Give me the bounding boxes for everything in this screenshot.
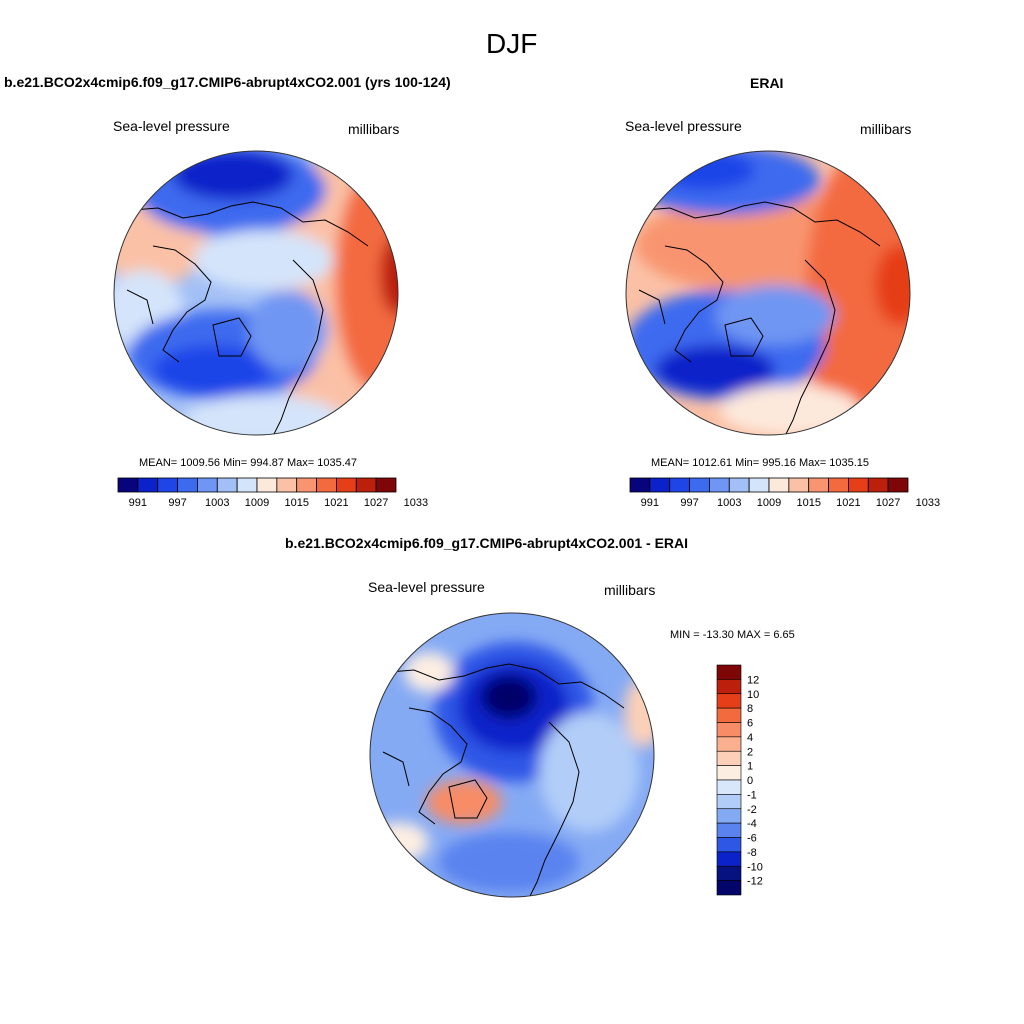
diff-colorbar-swatch (716, 865, 742, 881)
panel1-stats: MEAN= 1009.56 Min= 994.87 Max= 1035.47 (139, 457, 358, 469)
diff-colorbar-tick-label: -8 (747, 847, 757, 859)
diff-colorbar-tick-label: -2 (747, 804, 757, 816)
panel2-colorbar-tick-label: 997 (680, 497, 698, 509)
panel2-colorbar-tick-label: 1015 (796, 497, 820, 509)
panel1-colorbar-swatch (296, 477, 317, 493)
panel1-colorbar-tick-label: 1021 (324, 497, 348, 509)
panel1-colorbar: 991 997 1003 1009 1015 1021 1027 1033 (117, 477, 428, 509)
panel2-colorbar-swatch (808, 477, 829, 493)
diff-colorbar-swatch (716, 808, 742, 824)
panel2-colorbar-swatch (709, 477, 730, 493)
diff-colorbar-tick-label: -4 (747, 818, 757, 830)
panel2-colorbar-swatch (788, 477, 810, 493)
diff-colorbar-tick-label: -10 (747, 861, 763, 873)
panel1-polar-map (113, 150, 399, 436)
panel1-colorbar-tick-label: 1003 (205, 497, 229, 509)
panel2-stats: MEAN= 1012.61 Min= 995.16 Max= 1035.15 (651, 457, 870, 469)
panel1-colorbar-tick-label: 1033 (404, 497, 428, 509)
panel2-colorbar-tick-label: 1033 (916, 497, 940, 509)
panel2-colorbar-tick-label: 991 (641, 497, 659, 509)
diff-colorbar-tick-label: 1 (747, 761, 753, 773)
panel1-colorbar-swatch (137, 477, 159, 493)
panel2-colorbar-swatch (867, 477, 889, 493)
diff-colorbar-swatch (716, 794, 742, 810)
diff-colorbar-tick-label: -12 (747, 876, 763, 888)
diff-colorbar-swatch (716, 736, 742, 752)
panel3-units-label: millibars (604, 582, 656, 598)
panel1-colorbar-tick-label: 1009 (245, 497, 269, 509)
panel1-colorbar-swatch (157, 477, 178, 493)
panel3-title: b.e21.BCO2x4cmip6.f09_g17.CMIP6-abrupt4x… (285, 535, 689, 551)
panel1-colorbar-swatch (117, 477, 139, 493)
diff-colorbar-tick-label: 10 (747, 689, 759, 701)
panel1-colorbar-swatch (236, 477, 258, 493)
panel2-polar-map (625, 150, 911, 436)
panel1-colorbar-tick-label: 1027 (364, 497, 388, 509)
diff-colorbar-tick-label: 6 (747, 718, 753, 730)
panel3-polar-map (369, 612, 655, 898)
panel2-colorbar-swatch (887, 477, 909, 493)
diff-colorbar-swatch (716, 779, 742, 795)
panel1-colorbar-swatch (256, 477, 278, 493)
diff-colorbar-swatch (716, 722, 742, 738)
diff-colorbar-swatch (716, 822, 742, 838)
panel3-variable-label: Sea-level pressure (368, 579, 485, 595)
panel1-colorbar-swatch (197, 477, 218, 493)
panel1-variable-label: Sea-level pressure (113, 118, 230, 134)
panel1-colorbar-swatch (177, 477, 198, 493)
panel2-variable-label: Sea-level pressure (625, 118, 742, 134)
panel1-colorbar-tick-label: 1015 (284, 497, 308, 509)
diff-colorbar-swatch (716, 851, 742, 867)
panel1-colorbar-swatch (355, 477, 377, 493)
diff-colorbar-swatch (716, 837, 742, 853)
diff-colorbar-tick-label: 0 (747, 775, 753, 787)
diff-colorbar-swatch (716, 765, 742, 781)
panel2-colorbar-swatch (629, 477, 651, 493)
diff-colorbar-tick-label: -6 (747, 833, 757, 845)
panel2-colorbar-swatch (649, 477, 671, 493)
diff-colorbar-swatch (716, 679, 742, 695)
diff-colorbar-tick-label: 12 (747, 674, 759, 686)
panel3-stats: MIN = -13.30 MAX = 6.65 (670, 629, 795, 641)
panel1-title: b.e21.BCO2x4cmip6.f09_g17.CMIP6-abrupt4x… (4, 74, 451, 90)
panel1-colorbar-swatch (276, 477, 298, 493)
diff-colorbar-swatch (716, 880, 742, 896)
panel1-colorbar-swatch (336, 477, 357, 493)
panel2-colorbar-swatch (848, 477, 869, 493)
diff-colorbar-swatch (716, 707, 742, 723)
panel2-colorbar: 991 997 1003 1009 1015 1021 1027 1033 (629, 477, 940, 509)
diff-colorbar-swatch (716, 750, 742, 766)
panel2-colorbar-tick-label: 1009 (757, 497, 781, 509)
panel1-colorbar-tick-label: 991 (129, 497, 147, 509)
diff-colorbar-swatch (716, 664, 742, 680)
panel2-units-label: millibars (860, 121, 912, 137)
panel2-title: ERAI (750, 75, 784, 91)
panel2-colorbar-tick-label: 1003 (717, 497, 741, 509)
panel2-colorbar-swatch (728, 477, 750, 493)
panel1-colorbar-swatch (375, 477, 397, 493)
panel1-colorbar-swatch (316, 477, 337, 493)
diff-colorbar-tick-label: -1 (747, 789, 757, 801)
panel2-colorbar-swatch (689, 477, 710, 493)
panel1-units-label: millibars (348, 121, 400, 137)
diff-colorbar-swatch (716, 693, 742, 709)
figure-title: DJF (486, 28, 538, 59)
panel1-colorbar-tick-label: 997 (168, 497, 186, 509)
panel2-colorbar-tick-label: 1027 (876, 497, 900, 509)
panel2-colorbar-tick-label: 1021 (836, 497, 860, 509)
diff-colorbar-tick-label: 4 (747, 732, 753, 744)
panel2-colorbar-swatch (669, 477, 690, 493)
panel2-colorbar-swatch (768, 477, 790, 493)
panel1-colorbar-swatch (216, 477, 238, 493)
panel2-colorbar-swatch (748, 477, 770, 493)
diff-colorbar-tick-label: 2 (747, 746, 753, 758)
diff-colorbar-tick-label: 8 (747, 703, 753, 715)
panel2-colorbar-swatch (828, 477, 849, 493)
